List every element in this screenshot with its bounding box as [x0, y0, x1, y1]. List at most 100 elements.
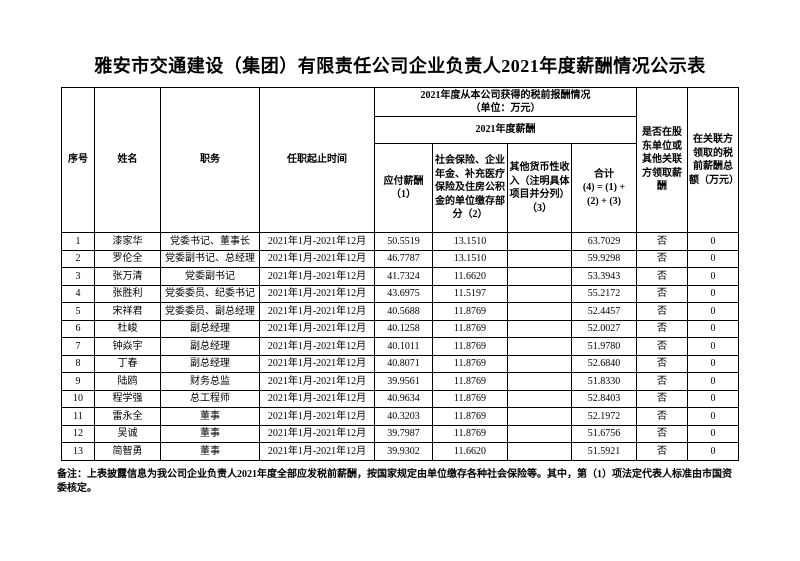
cell-payable: 46.7787 — [374, 249, 433, 268]
cell-seq: 9 — [61, 372, 95, 391]
cell-related-whether: 否 — [636, 424, 688, 443]
cell-name: 程学强 — [94, 389, 161, 408]
cell-total: 53.3943 — [571, 267, 637, 286]
cell-total: 51.9780 — [571, 337, 637, 356]
cell-other-income — [507, 232, 572, 251]
cell-position: 副总经理 — [160, 354, 260, 373]
cell-related-whether: 否 — [636, 284, 688, 303]
cell-term: 2021年1月-2021年12月 — [259, 319, 375, 338]
table-header: 序号 姓名 职务 任职起止时间 2021年度从本公司获得的税前报酬情况 （单位：… — [61, 87, 739, 233]
cell-total: 63.7029 — [571, 232, 637, 251]
header-pretax-group: 2021年度从本公司获得的税前报酬情况 （单位：万元） — [374, 87, 637, 117]
cell-term: 2021年1月-2021年12月 — [259, 284, 375, 303]
cell-seq: 4 — [61, 284, 95, 303]
header-seq: 序号 — [61, 87, 95, 233]
cell-name: 漆家华 — [94, 232, 161, 251]
cell-term: 2021年1月-2021年12月 — [259, 232, 375, 251]
cell-seq: 11 — [61, 407, 95, 426]
cell-payable: 40.5688 — [374, 302, 433, 321]
table-body: 1 漆家华 党委书记、董事长 2021年1月-2021年12月 50.5519 … — [61, 232, 739, 461]
cell-seq: 2 — [61, 249, 95, 268]
table-row: 3 张万清 党委副书记 2021年1月-2021年12月 41.7324 11.… — [61, 267, 739, 286]
cell-related-amount: 0 — [687, 249, 739, 268]
cell-seq: 10 — [61, 389, 95, 408]
cell-payable: 40.9634 — [374, 389, 433, 408]
cell-related-whether: 否 — [636, 267, 688, 286]
cell-related-whether: 否 — [636, 232, 688, 251]
cell-other-income — [507, 337, 572, 356]
cell-total: 51.8330 — [571, 372, 637, 391]
cell-social-insurance: 11.8769 — [432, 337, 508, 356]
cell-social-insurance: 11.8769 — [432, 389, 508, 408]
cell-payable: 40.1258 — [374, 319, 433, 338]
cell-name: 张万清 — [94, 267, 161, 286]
cell-name: 吴诚 — [94, 424, 161, 443]
cell-other-income — [507, 424, 572, 443]
cell-position: 党委副书记 — [160, 267, 260, 286]
table-row: 9 陆鸥 财务总监 2021年1月-2021年12月 39.9561 11.87… — [61, 372, 739, 391]
cell-total: 52.0027 — [571, 319, 637, 338]
cell-payable: 39.7987 — [374, 424, 433, 443]
cell-other-income — [507, 354, 572, 373]
cell-name: 简智勇 — [94, 442, 161, 461]
cell-related-whether: 否 — [636, 249, 688, 268]
cell-social-insurance: 11.8769 — [432, 302, 508, 321]
cell-seq: 3 — [61, 267, 95, 286]
cell-social-insurance: 11.8769 — [432, 424, 508, 443]
cell-social-insurance: 13.1510 — [432, 232, 508, 251]
cell-payable: 41.7324 — [374, 267, 433, 286]
table-row: 8 丁春 副总经理 2021年1月-2021年12月 40.8071 11.87… — [61, 354, 739, 373]
cell-name: 丁春 — [94, 354, 161, 373]
cell-payable: 40.8071 — [374, 354, 433, 373]
cell-total: 51.5921 — [571, 442, 637, 461]
cell-other-income — [507, 284, 572, 303]
cell-name: 雷永全 — [94, 407, 161, 426]
footnote: 备注：上表披露信息为我公司企业负责人2021年度全部应发税前薪酬，按国家规定由单… — [57, 469, 732, 494]
header-related-amount: 在关联方领取的税前薪酬总额（万元） — [687, 87, 739, 233]
cell-related-amount: 0 — [687, 372, 739, 391]
cell-term: 2021年1月-2021年12月 — [259, 354, 375, 373]
cell-seq: 7 — [61, 337, 95, 356]
cell-payable: 40.3203 — [374, 407, 433, 426]
cell-social-insurance: 11.8769 — [432, 319, 508, 338]
cell-related-whether: 否 — [636, 302, 688, 321]
cell-related-amount: 0 — [687, 302, 739, 321]
header-related-whether: 是否在股东单位或其他关联方领取薪酬 — [636, 87, 688, 233]
cell-position: 副总经理 — [160, 319, 260, 338]
header-name: 姓名 — [94, 87, 161, 233]
cell-payable: 40.1011 — [374, 337, 433, 356]
cell-related-amount: 0 — [687, 407, 739, 426]
cell-position: 党委委员、副总经理 — [160, 302, 260, 321]
header-position: 职务 — [160, 87, 260, 233]
cell-seq: 6 — [61, 319, 95, 338]
cell-related-amount: 0 — [687, 337, 739, 356]
cell-position: 党委副书记、总经理 — [160, 249, 260, 268]
cell-term: 2021年1月-2021年12月 — [259, 407, 375, 426]
cell-related-amount: 0 — [687, 267, 739, 286]
cell-term: 2021年1月-2021年12月 — [259, 302, 375, 321]
cell-name: 宋祥君 — [94, 302, 161, 321]
cell-other-income — [507, 267, 572, 286]
cell-seq: 8 — [61, 354, 95, 373]
cell-position: 党委书记、董事长 — [160, 232, 260, 251]
cell-total: 52.1972 — [571, 407, 637, 426]
cell-other-income — [507, 249, 572, 268]
header-salary-group: 2021年度薪酬 — [374, 116, 637, 144]
table-row: 1 漆家华 党委书记、董事长 2021年1月-2021年12月 50.5519 … — [61, 232, 739, 251]
header-term: 任职起止时间 — [259, 87, 375, 233]
table-row: 11 雷永全 董事 2021年1月-2021年12月 40.3203 11.87… — [61, 407, 739, 426]
cell-position: 董事 — [160, 407, 260, 426]
table-row: 5 宋祥君 党委委员、副总经理 2021年1月-2021年12月 40.5688… — [61, 302, 739, 321]
header-total: 合计 (4) = (1) + (2) + (3) — [571, 143, 637, 233]
cell-other-income — [507, 302, 572, 321]
salary-table: 序号 姓名 职务 任职起止时间 2021年度从本公司获得的税前报酬情况 （单位：… — [61, 87, 739, 461]
cell-total: 52.8403 — [571, 389, 637, 408]
header-row-1: 序号 姓名 职务 任职起止时间 2021年度从本公司获得的税前报酬情况 （单位：… — [61, 87, 739, 233]
cell-related-amount: 0 — [687, 424, 739, 443]
cell-total: 59.9298 — [571, 249, 637, 268]
cell-related-whether: 否 — [636, 319, 688, 338]
header-payable: 应付薪酬 （1） — [374, 143, 433, 233]
cell-total: 51.6756 — [571, 424, 637, 443]
table-row: 4 张胜利 党委委员、纪委书记 2021年1月-2021年12月 43.6975… — [61, 284, 739, 303]
